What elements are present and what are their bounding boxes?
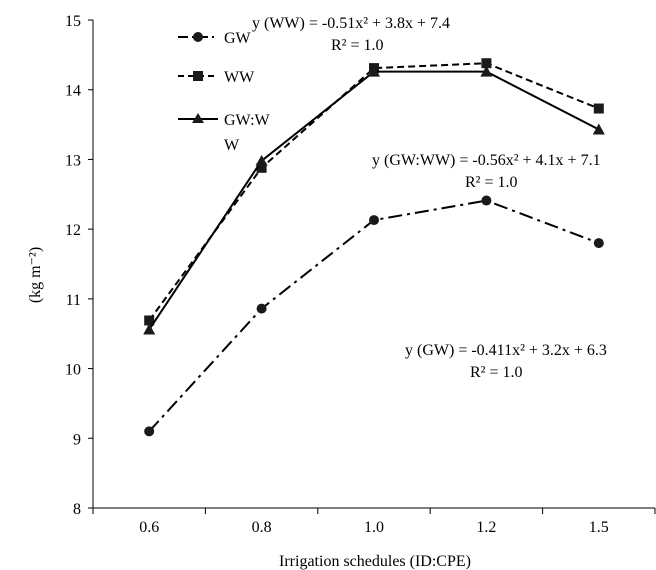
x-axis-label: Irrigation schedules (ID:CPE) [279, 553, 471, 570]
data-point-gwww [592, 123, 605, 135]
legend-label-ww: WW [224, 69, 255, 86]
data-point-ww [593, 103, 604, 114]
legend-label-gwww-line1: GW:W [224, 112, 271, 129]
legend: GW WW GW:W W [178, 30, 271, 154]
legend-marker-ww [193, 71, 203, 81]
data-point-gwww [480, 65, 493, 77]
data-point-gw [144, 426, 155, 437]
y-tick-label: 8 [73, 501, 81, 518]
r2-ww: R² = 1.0 [331, 37, 384, 54]
equation-ww: y (WW) = -0.51x² + 3.8x + 7.4 [252, 15, 450, 32]
data-point-gw [369, 215, 379, 226]
x-tick-label: 1.0 [364, 519, 384, 536]
y-tick-label: 14 [65, 83, 81, 100]
data-point-gwww [368, 65, 380, 77]
data-point-gw [256, 303, 267, 314]
x-tick-label: 0.8 [252, 519, 272, 536]
data-point-ww [256, 162, 267, 173]
legend-marker-gwww [192, 113, 204, 123]
legend-label-gw: GW [224, 30, 252, 47]
x-tick-label: 1.2 [476, 519, 496, 536]
equation-gw: y (GW) = -0.411x² + 3.2x + 6.3 [405, 342, 607, 359]
legend-label-gwww-line2: W [224, 137, 240, 154]
legend-marker-gw [193, 32, 203, 42]
data-point-gwww [143, 323, 156, 335]
data-point-gw [481, 195, 492, 206]
data-point-gw [593, 238, 604, 249]
y-tick-label: 13 [65, 152, 81, 169]
x-tick-label: 0.6 [139, 519, 159, 536]
series-line-ww [148, 62, 600, 322]
y-tick-label: 12 [65, 222, 81, 239]
data-point-ww [144, 315, 155, 326]
y-tick-label: 11 [66, 292, 81, 309]
series-line-gw [148, 199, 600, 432]
x-tick-label: 1.5 [589, 519, 609, 536]
series-line-gwww [148, 70, 600, 331]
data-point-ww [481, 58, 492, 69]
data-point-gwww [255, 154, 268, 166]
y-tick-label: 15 [65, 13, 81, 30]
y-axis-label: (kg m⁻²) [27, 247, 44, 303]
y-tick-label: 9 [73, 431, 81, 448]
r2-gwww: R² = 1.0 [465, 174, 518, 191]
equation-gwww: y (GW:WW) = -0.56x² + 4.1x + 7.1 [372, 152, 601, 169]
r2-gw: R² = 1.0 [470, 364, 523, 381]
y-tick-label: 10 [65, 362, 81, 379]
